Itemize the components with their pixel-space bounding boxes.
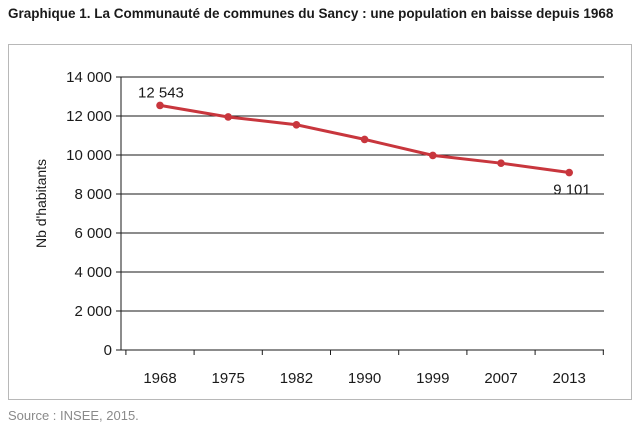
data-point [224,113,232,121]
x-tick-label: 1990 [348,370,381,387]
data-labels: 12 543 9 101 [138,84,591,198]
y-tick-label: 4 000 [74,264,112,281]
x-tick-label: 2013 [553,370,586,387]
x-tick-label: 2007 [484,370,517,387]
y-tick-label: 2 000 [74,303,112,320]
data-point [565,168,573,177]
y-tick-label: 14 000 [66,69,112,86]
data-point [292,120,301,129]
data-point [497,159,505,167]
data-label: 12 543 [138,84,184,101]
x-tick-label: 1975 [212,370,245,387]
data-label: 9 101 [553,182,591,199]
chart-frame [8,44,632,400]
y-tick-label: 6 000 [74,225,112,242]
chart-title: Graphique 1. La Communauté de communes d… [8,6,614,21]
y-tick-label: 10 000 [66,147,112,164]
grid-lines [121,76,604,312]
axes [116,76,604,355]
y-tick-label: 0 [104,342,112,359]
data-point [360,135,369,144]
data-point [156,101,164,110]
x-tick-labels: 1968 1975 1982 1990 1999 2007 2013 [143,370,586,387]
source-note: Source : INSEE, 2015. [8,408,139,423]
y-tick-label: 12 000 [66,108,112,125]
y-tick-labels: 0 2 000 4 000 6 000 8 000 10 000 12 000 14 000 [66,69,112,359]
x-tick-label: 1968 [143,370,176,387]
x-tick-label: 1999 [416,370,449,387]
data-point [429,151,437,160]
series [156,101,573,177]
y-axis-title: Nb d'habitants [33,159,49,248]
y-tick-label: 8 000 [74,186,112,203]
x-tick-label: 1982 [280,370,313,387]
